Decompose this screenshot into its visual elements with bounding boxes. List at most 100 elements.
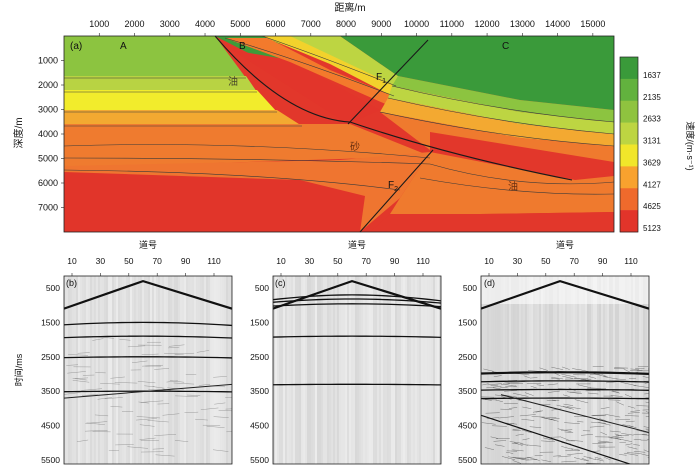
noise-stroke — [495, 444, 505, 447]
dipping-event — [500, 394, 649, 433]
noise-stroke — [212, 449, 229, 452]
gather-panel-d — [481, 276, 649, 464]
noise-stroke — [139, 424, 155, 427]
block-a-layer-4 — [64, 110, 302, 126]
noise-stroke — [512, 429, 521, 431]
reflection-event — [481, 380, 649, 383]
noise-stroke — [642, 409, 649, 411]
noise-stroke — [213, 376, 227, 378]
colorbar-tick-label: 4127 — [643, 180, 661, 189]
block-c-layer-4 — [380, 98, 614, 146]
x-tick-label: 15000 — [580, 19, 605, 29]
x-tick-label: 10000 — [404, 19, 429, 29]
colorbar-cell — [620, 78, 638, 102]
reflection-event — [64, 335, 232, 339]
time-tick-label: 4500 — [41, 421, 60, 431]
noise-stroke — [581, 457, 590, 462]
block-label-c: C — [502, 41, 509, 52]
noise-stroke — [599, 418, 607, 422]
block-a-layer-3 — [64, 90, 277, 112]
colorbar-cell — [620, 122, 638, 145]
gather-background — [273, 276, 441, 464]
x-tick-label: 3000 — [160, 19, 180, 29]
noise-stroke — [551, 366, 564, 370]
noise-stroke — [647, 368, 649, 370]
noise-stroke — [620, 381, 636, 386]
noise-stroke — [551, 377, 564, 380]
label-oil-1: 油 — [228, 75, 238, 88]
noise-stroke — [514, 442, 523, 446]
x-tick-labels: 1000 2000 3000 4000 5000 6000 7000 8000 9000 1000… — [89, 19, 605, 36]
gather-panel-c — [273, 276, 441, 464]
colorbar-title: 速度/(m·s⁻¹) — [685, 121, 696, 170]
fault-label-f2: F2 — [388, 180, 398, 193]
block-a-layer-1 — [64, 36, 246, 78]
noise-stroke — [547, 383, 558, 386]
panel-label-b: (b) — [66, 278, 77, 288]
gather-background — [481, 276, 649, 464]
colorbar-cell — [620, 100, 638, 123]
noise-stroke — [86, 422, 105, 425]
noise-stroke — [72, 377, 88, 381]
noise-stroke — [521, 419, 535, 421]
noise-stroke — [490, 384, 499, 386]
noise-stroke — [564, 422, 580, 424]
noise-stroke — [492, 425, 507, 427]
y-tick-label: 7000 — [38, 203, 58, 213]
gather-panel-b — [64, 276, 232, 464]
time-tick-label: 1500 — [458, 317, 477, 327]
block-b-layer-yellow — [262, 36, 396, 96]
trace-tick-label: 70 — [569, 256, 579, 266]
noise-stroke — [539, 367, 549, 371]
noise-stroke — [168, 346, 180, 349]
noise-stroke — [484, 447, 495, 451]
trace-tick-label: 30 — [513, 256, 523, 266]
time-tick-label: 5500 — [250, 455, 269, 465]
noise-stroke — [196, 350, 210, 353]
noise-stroke — [566, 406, 581, 410]
noise-stroke — [139, 437, 156, 440]
noise-stroke — [626, 452, 641, 454]
noise-stroke — [600, 407, 610, 410]
reflection-event — [273, 383, 441, 386]
label-sand: 砂 — [350, 140, 360, 153]
trace-tick-label: 30 — [305, 256, 315, 266]
noise-stroke — [485, 412, 500, 414]
time-tick-label: 1500 — [250, 317, 269, 327]
noise-stroke — [504, 394, 518, 398]
trace-tick-label: 10 — [276, 256, 286, 266]
model-layers — [64, 36, 614, 232]
noise-stroke — [218, 410, 232, 412]
noise-stroke — [563, 403, 574, 406]
noise-stroke — [174, 440, 189, 442]
noise-stroke — [114, 382, 138, 384]
noise-stroke — [154, 368, 170, 370]
noise-stroke — [68, 354, 89, 356]
noise-stroke — [583, 456, 592, 459]
noise-stroke — [561, 373, 577, 378]
noise-stroke — [571, 448, 580, 451]
fault-f2 — [359, 149, 434, 233]
noise-stroke — [154, 434, 177, 436]
noise-stroke — [505, 385, 517, 387]
noise-stroke — [604, 413, 621, 418]
noise-stroke — [482, 383, 489, 386]
noise-stroke — [558, 455, 571, 458]
noise-stroke — [562, 375, 574, 379]
reflection-event — [481, 397, 649, 400]
x-tick-label: 7000 — [301, 19, 321, 29]
trace-tick-label: 30 — [96, 256, 106, 266]
colorbar-tick-labels: 1637 2135 2633 3131 3629 4127 4625 5123 — [643, 71, 661, 233]
noise-stroke — [614, 367, 628, 369]
block-c-bottom-red — [370, 212, 614, 232]
noise-stroke — [644, 393, 649, 395]
noise-stroke — [483, 368, 494, 372]
noise-stroke — [616, 401, 625, 406]
noise-stroke — [601, 373, 608, 378]
colorbar-tick-label: 3629 — [643, 158, 661, 167]
noise-stroke — [574, 377, 587, 380]
noise-stroke — [104, 397, 123, 399]
noise-stroke — [561, 429, 573, 431]
y-axis-title: 深度/m — [12, 117, 25, 148]
